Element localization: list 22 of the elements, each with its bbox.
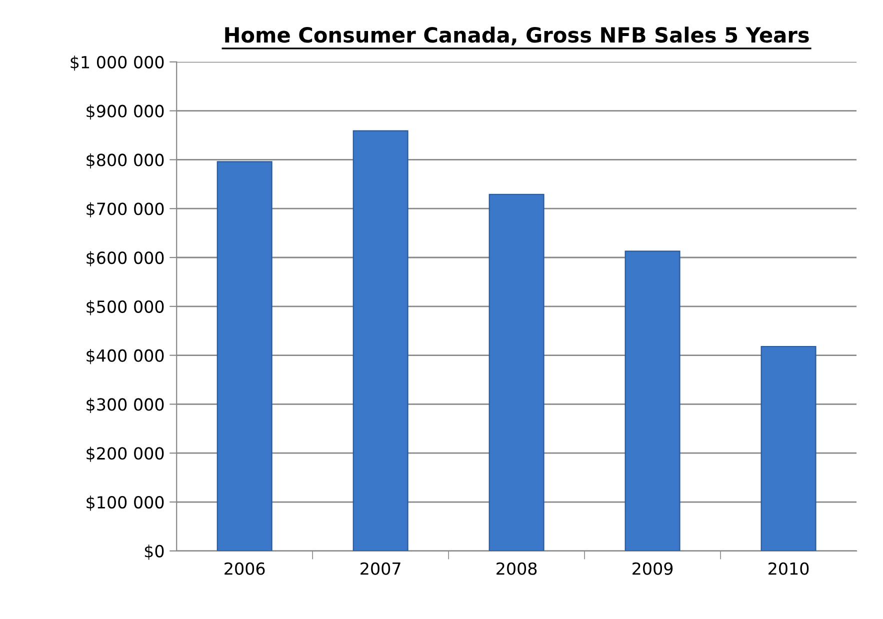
x-tick-label: 2008 [496, 562, 537, 575]
y-tick-label: $100 000 [86, 496, 164, 511]
bar [488, 194, 544, 551]
y-tick-label: $200 000 [86, 446, 164, 462]
x-tick-label: 2010 [768, 562, 809, 575]
y-tick-label: $800 000 [86, 153, 164, 168]
bar [352, 130, 408, 551]
y-tick-label: $400 000 [86, 348, 164, 364]
x-tick-label: 2006 [224, 562, 265, 575]
y-tick-label: $1 000 000 [70, 56, 164, 71]
y-tick-label: $300 000 [86, 398, 164, 413]
x-tick-label: 2007 [360, 562, 400, 575]
y-tick-label: $900 000 [86, 104, 164, 120]
bar [216, 161, 272, 551]
x-tick-label: 2009 [632, 562, 673, 575]
bar [624, 250, 680, 551]
y-tick-label: $700 000 [86, 202, 164, 218]
chart-title: Home Consumer Canada, Gross NFB Sales 5 Years [225, 26, 809, 46]
bar [760, 346, 816, 551]
y-tick-label: $0 [144, 544, 164, 560]
y-tick-label: $600 000 [86, 251, 164, 266]
y-tick-label: $500 000 [86, 300, 164, 316]
